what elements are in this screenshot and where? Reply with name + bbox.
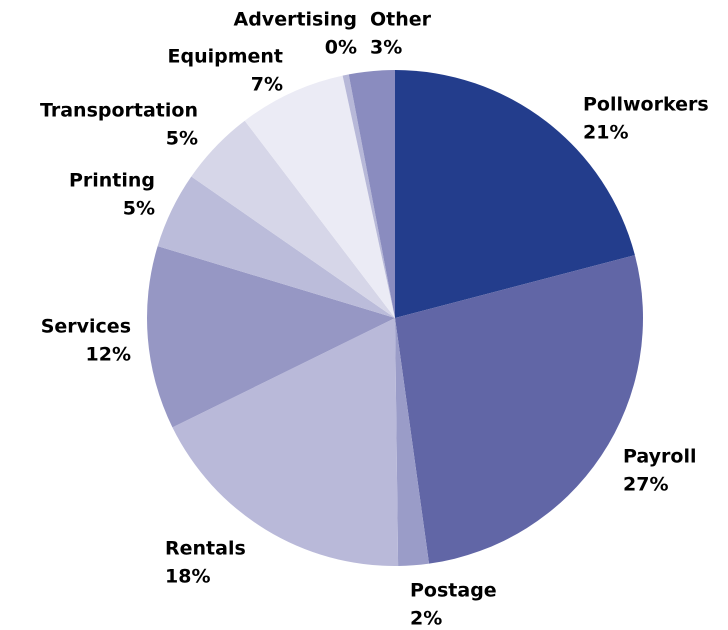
pie-slice bbox=[342, 74, 395, 318]
slice-value-label: 7% bbox=[251, 74, 283, 96]
slice-label: Transportation bbox=[40, 100, 198, 122]
pie-slice bbox=[348, 70, 395, 318]
slice-value-label: 5% bbox=[166, 128, 198, 150]
pie-slice bbox=[395, 318, 430, 566]
slice-label: Payroll bbox=[623, 446, 697, 468]
slice-value-label: 12% bbox=[86, 344, 131, 366]
slice-label: Printing bbox=[69, 170, 155, 192]
pie-slice bbox=[395, 255, 643, 564]
slice-value-label: 3% bbox=[370, 37, 402, 59]
slice-value-label: 5% bbox=[123, 198, 155, 220]
pie-slice bbox=[191, 120, 395, 318]
slice-value-label: 27% bbox=[623, 474, 668, 496]
slice-label: Postage bbox=[410, 580, 497, 602]
pie-slice bbox=[244, 75, 395, 319]
pie-slice bbox=[146, 246, 395, 428]
slice-value-label: 0% bbox=[325, 37, 357, 59]
slice-label: Services bbox=[41, 316, 131, 338]
slice-label: Advertising bbox=[234, 9, 358, 31]
pie-slice bbox=[157, 176, 395, 318]
pie-slice bbox=[395, 70, 635, 318]
slice-label: Equipment bbox=[167, 46, 283, 68]
slice-label: Rentals bbox=[165, 538, 246, 560]
slice-value-label: 2% bbox=[410, 608, 442, 630]
slice-value-label: 21% bbox=[583, 122, 628, 144]
slice-label: Other bbox=[370, 9, 432, 31]
pie-slice bbox=[172, 318, 399, 567]
slice-label: Pollworkers bbox=[583, 94, 709, 116]
slice-value-label: 18% bbox=[165, 566, 210, 588]
